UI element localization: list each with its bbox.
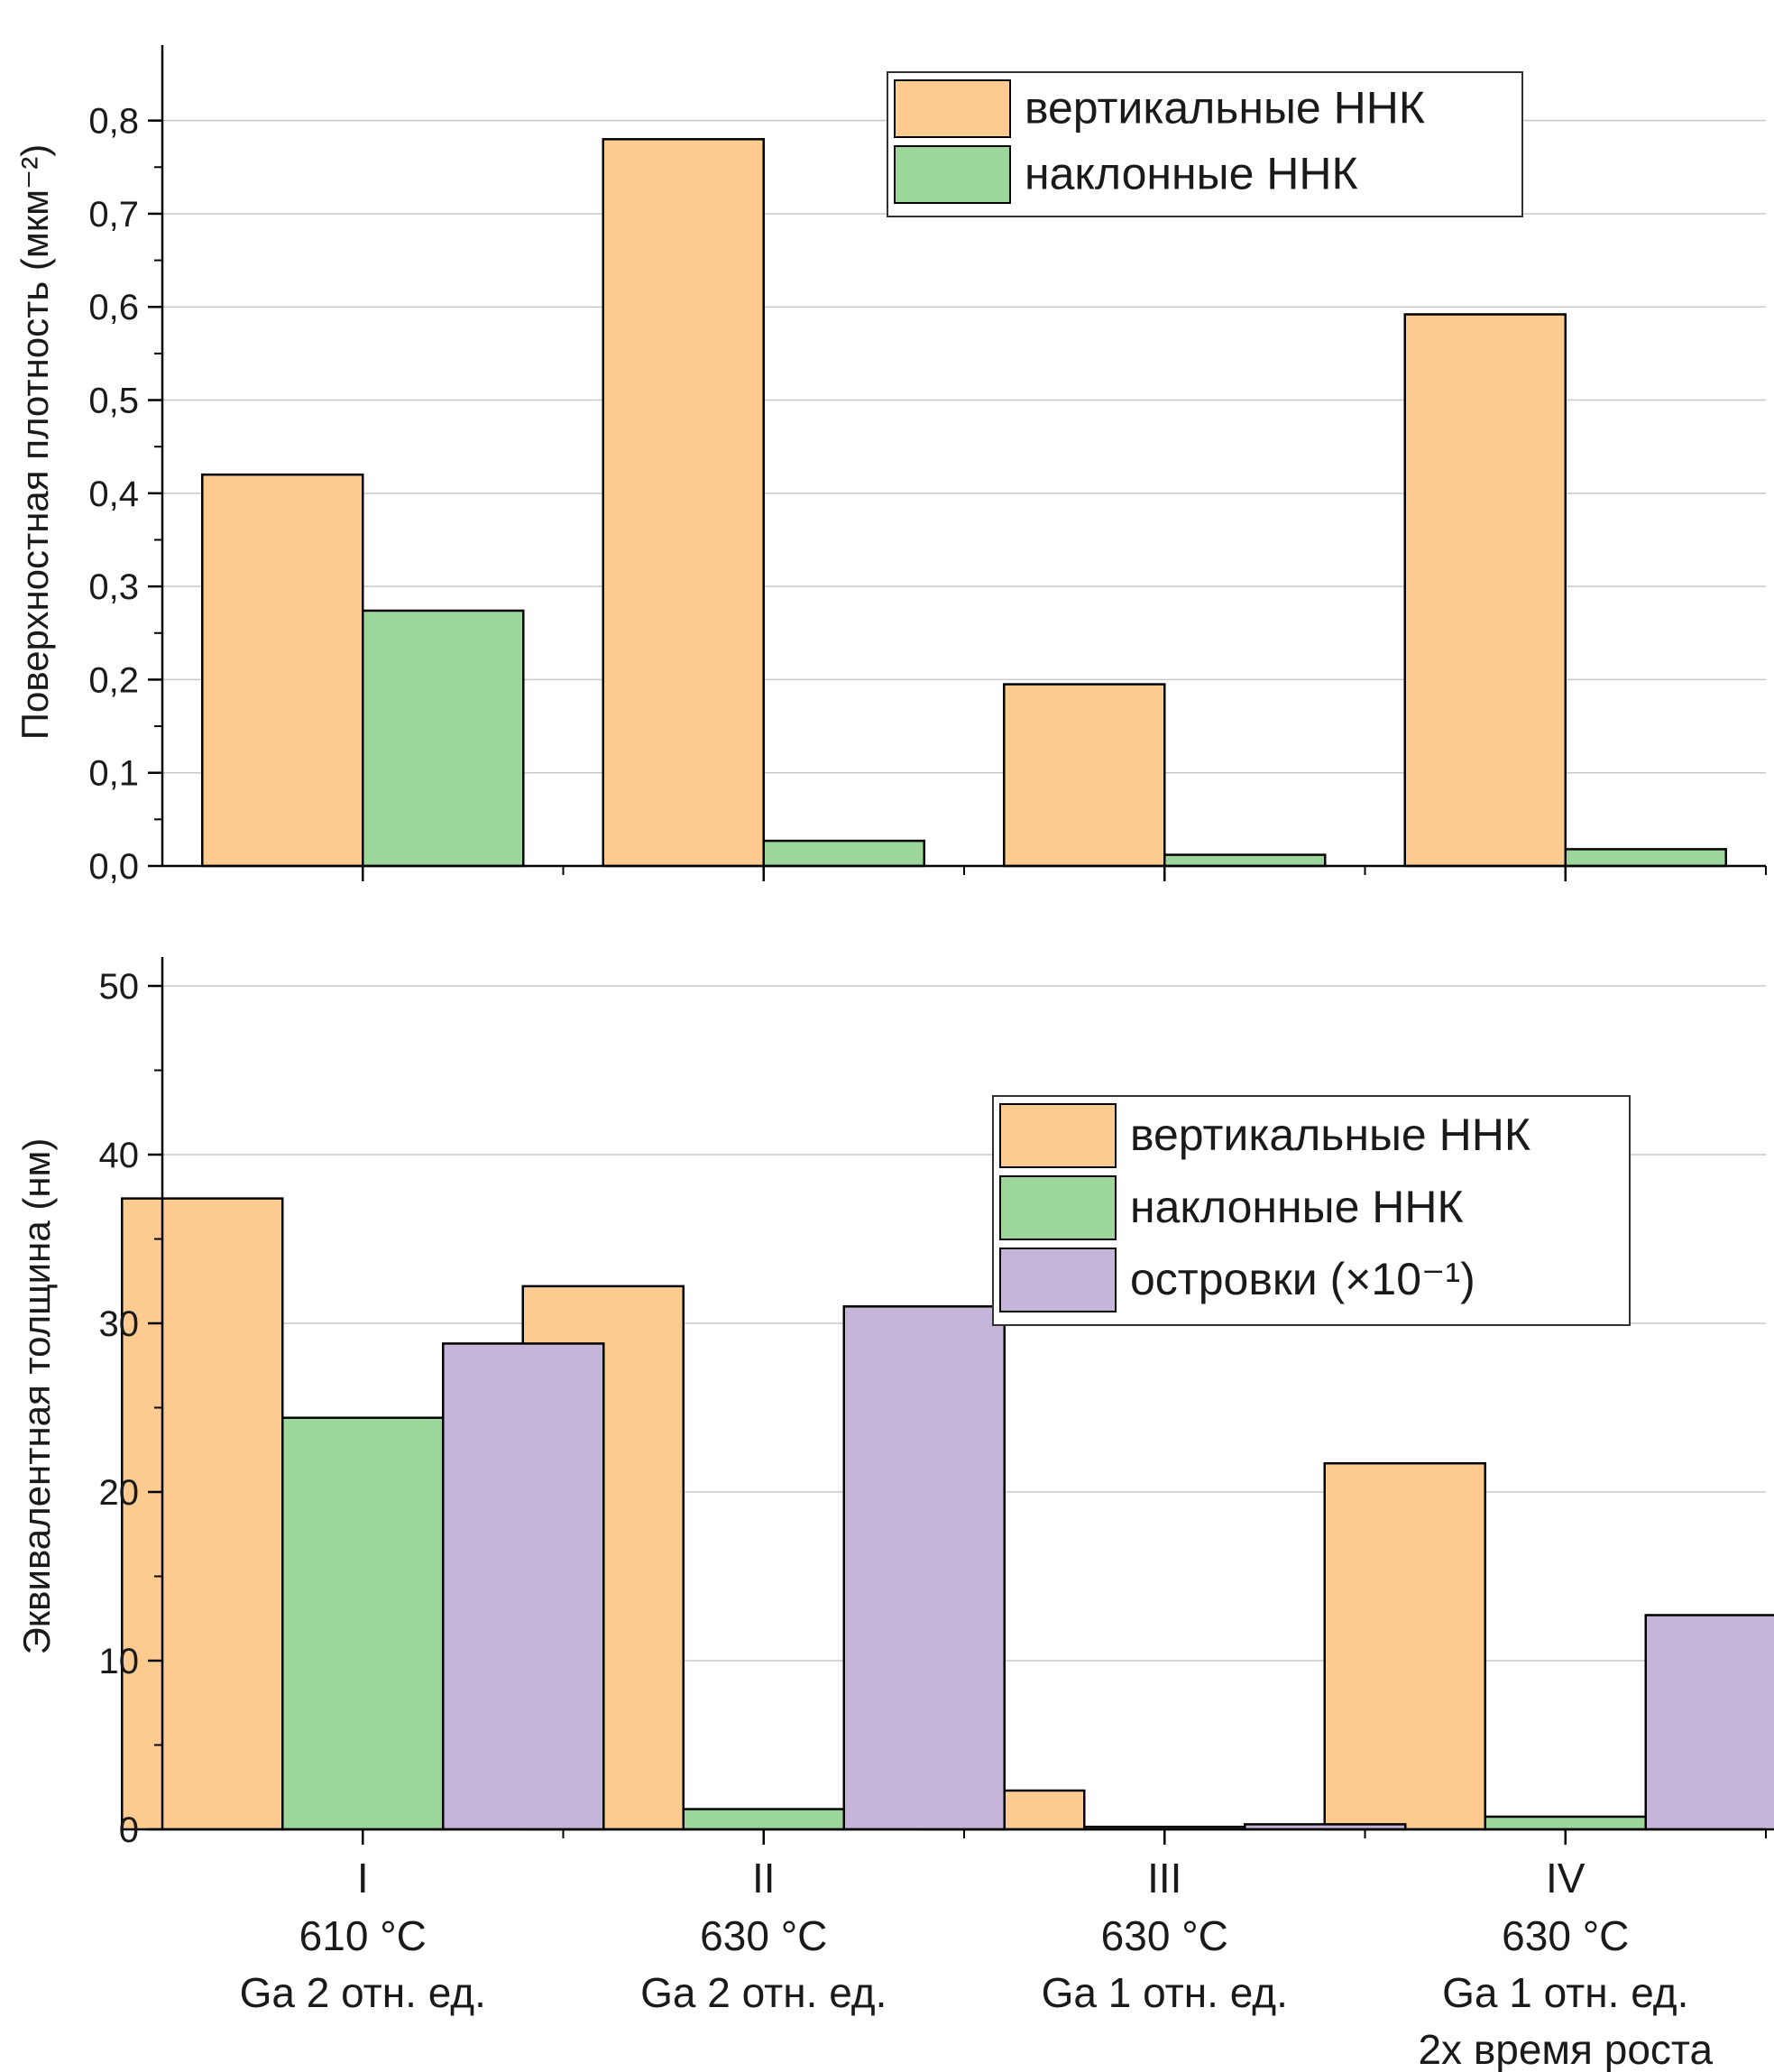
legend-swatch	[999, 1248, 1117, 1312]
bar	[1323, 1461, 1486, 1831]
top-bars	[201, 138, 1727, 868]
x-label-temperature: 610 °C	[299, 1912, 427, 1959]
legend-swatch	[999, 1103, 1117, 1168]
x-label-roman: I	[357, 1855, 369, 1902]
legend-label: наклонные ННК	[1130, 1182, 1464, 1232]
bar	[1484, 1815, 1647, 1831]
bar	[281, 1416, 445, 1831]
bar	[762, 839, 925, 868]
y-tick-label: 50	[99, 967, 140, 1007]
y-tick-label: 0,0	[88, 847, 139, 887]
top-axes: 0,0 0,1 0,2 0,3 0,4 0,5 0,6 0,7 0,8	[88, 45, 1767, 887]
bar	[842, 1305, 1006, 1831]
y-tick-label: 30	[99, 1304, 140, 1344]
x-label-roman: IV	[1546, 1855, 1586, 1902]
bar	[1564, 848, 1727, 868]
x-label-temperature: 630 °C	[700, 1912, 827, 1959]
legend-label: вертикальные ННК	[1025, 83, 1425, 134]
bottom-legend: вертикальные ННК наклонные ННК островки (×…	[992, 1095, 1631, 1326]
bar	[442, 1342, 605, 1831]
bar	[1644, 1614, 1774, 1831]
x-label-flux: Ga 2 отн. ед.	[240, 1969, 486, 2016]
legend-label: наклонные ННК	[1025, 149, 1358, 199]
bar	[1003, 683, 1166, 868]
bottom-bars	[121, 1197, 1774, 1831]
bottom-chart-thickness: 0 10 20 30 40 50 Эквивалентная толщина (нм) в…	[15, 957, 1774, 1850]
x-label-extra: 2x время роста	[1418, 2026, 1713, 2072]
bar	[682, 1808, 845, 1831]
y-tick-label: 10	[99, 1642, 140, 1681]
y-tick-label: 0,8	[88, 102, 139, 142]
x-label-temperature: 630 °C	[1101, 1912, 1228, 1959]
y-tick-label: 0,3	[88, 567, 139, 607]
top-chart-density: 0,0 0,1 0,2 0,3 0,4 0,5 0,6 0,7 0,8 Поверхностна…	[14, 45, 1767, 887]
bar	[1163, 853, 1327, 868]
y-tick-label: 0,4	[88, 474, 139, 514]
y-tick-label: 0,5	[88, 382, 139, 421]
x-label-flux: Ga 2 отн. ед.	[640, 1969, 887, 2016]
x-label-flux: Ga 1 отн. ед.	[1442, 1969, 1688, 2016]
bar	[121, 1197, 284, 1831]
legend-swatch	[999, 1175, 1117, 1240]
y-tick-label: 20	[99, 1473, 140, 1513]
bar	[1403, 313, 1567, 868]
y-tick-label: 40	[99, 1136, 140, 1175]
bar	[602, 138, 765, 868]
bottom-y-axis-label: Эквивалентная толщина (нм)	[15, 1138, 58, 1655]
bottom-axes: 0 10 20 30 40 50	[99, 957, 1767, 1850]
top-y-axis-label: Поверхностная плотность (мкм⁻²)	[14, 144, 56, 740]
x-label-roman: III	[1147, 1855, 1181, 1902]
y-tick-label: 0,6	[88, 288, 139, 327]
x-label-flux: Ga 1 отн. ед.	[1042, 1969, 1288, 2016]
x-category-labels: I 610 °C Ga 2 отн. ед. II 630 °C Ga 2 отн. ед…	[240, 1855, 1714, 2072]
legend-label: островки (×10⁻¹)	[1130, 1254, 1475, 1304]
y-tick-label: 0,7	[88, 195, 139, 235]
y-tick-label: 0	[119, 1810, 139, 1850]
legend-swatch	[894, 79, 1011, 138]
bar	[201, 473, 364, 868]
legend-label: вертикальные ННК	[1130, 1110, 1530, 1160]
x-label-roman: II	[752, 1855, 776, 1902]
legend-swatch	[894, 145, 1011, 204]
x-label-temperature: 630 °C	[1502, 1912, 1629, 1959]
bar	[362, 609, 525, 868]
y-tick-label: 0,1	[88, 754, 139, 794]
y-tick-label: 0,2	[88, 660, 139, 700]
top-legend: вертикальные ННК наклонные ННК	[887, 71, 1523, 217]
